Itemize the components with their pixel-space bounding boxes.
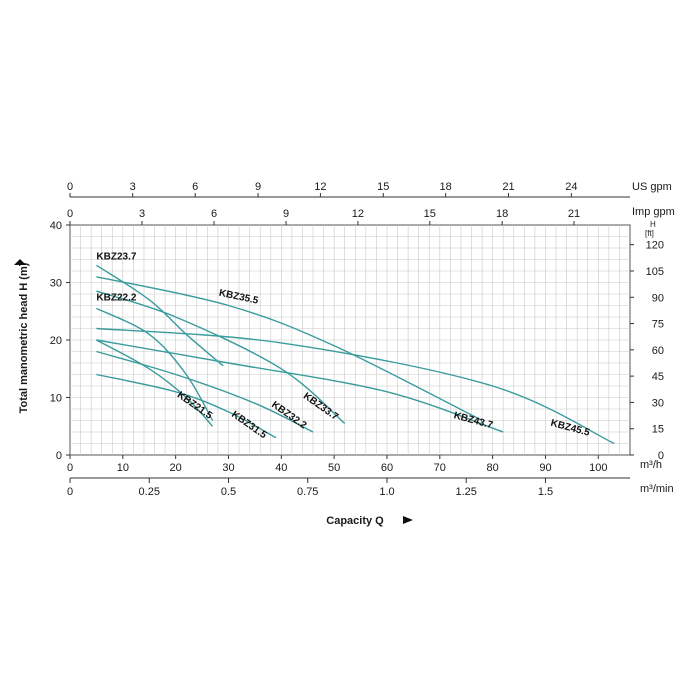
x-tick-label-usgpm: 3 [130,181,136,193]
y-tick-label-ft: 75 [652,319,664,331]
x-tick-label-m3min: 1.5 [538,486,553,498]
unit-imp-gpm: Imp gpm [632,206,675,218]
y-tick-label-m: 40 [50,220,62,232]
x-tick-label-m3min: 0.75 [297,486,318,498]
y-tick-label-ft: 15 [652,424,664,436]
y-axis-title: Total manometric head H (m) [18,262,30,413]
curve-label: KBZ22.2 [96,292,136,303]
x-tick-label-usgpm: 24 [565,181,577,193]
curve-kbz35-5 [96,276,483,422]
unit-h: H [650,220,656,229]
curve-kbz21-5 [96,339,214,427]
x-tick-label-impgpm: 15 [424,208,436,220]
curve-kbz45-5 [96,327,615,445]
y-tick-label-m: 30 [50,278,62,290]
x-tick-label-usgpm: 18 [439,181,451,193]
y-tick-label-ft: 0 [658,450,664,462]
curve-kbz23-7 [96,264,224,367]
x-tick-label-impgpm: 0 [67,208,73,220]
x-tick-label-m3h: 20 [170,462,182,474]
x-tick-label-impgpm: 3 [139,208,145,220]
x-tick-label-impgpm: 21 [568,208,580,220]
x-tick-label-usgpm: 12 [314,181,326,193]
x-tick-label-usgpm: 6 [192,181,198,193]
x-tick-label-m3h: 70 [434,462,446,474]
y-tick-label-ft: 45 [652,371,664,383]
x-tick-label-m3h: 50 [328,462,340,474]
y-tick-label-m: 10 [50,393,62,405]
y-tick-label-ft: 30 [652,397,664,409]
unit-m3h: m³/h [640,459,662,471]
curve-kbz32-2 [96,350,314,433]
unit-us-gpm: US gpm [632,181,672,193]
unit-ft: [ft] [645,229,654,238]
x-tick-label-m3h: 40 [275,462,287,474]
curve-kbz33-7 [96,290,346,424]
x-tick-label-m3min: 1.25 [456,486,477,498]
y-tick-label-m: 20 [50,335,62,347]
x-tick-label-m3min: 0 [67,486,73,498]
x-tick-label-m3h: 60 [381,462,393,474]
x-tick-label-m3h: 100 [589,462,607,474]
x-tick-label-m3h: 90 [539,462,551,474]
x-tick-label-m3min: 0.5 [221,486,236,498]
x-axis-title: Capacity Q [326,515,384,527]
x-tick-label-m3h: 0 [67,462,73,474]
unit-m3min: m³/min [640,483,674,495]
x-tick-label-m3min: 0.25 [139,486,160,498]
x-tick-label-m3h: 30 [222,462,234,474]
x-tick-label-m3min: 1.0 [379,486,394,498]
x-tick-label-impgpm: 18 [496,208,508,220]
x-tick-label-usgpm: 21 [502,181,514,193]
performance-curves [96,264,615,445]
x-tick-label-usgpm: 9 [255,181,261,193]
y-tick-label-ft: 105 [646,266,664,278]
y-tick-label-ft: 120 [646,240,664,252]
x-tick-label-usgpm: 0 [67,181,73,193]
y-tick-label-ft: 90 [652,292,664,304]
x-tick-label-impgpm: 12 [352,208,364,220]
grid [69,224,631,456]
curve-kbz43-7 [96,339,504,433]
x-tick-label-m3h: 80 [487,462,499,474]
y-tick-label-ft: 60 [652,345,664,357]
x-tick-label-impgpm: 6 [211,208,217,220]
x-tick-label-impgpm: 9 [283,208,289,220]
x-tick-label-usgpm: 15 [377,181,389,193]
curve-label: KBZ23.7 [96,251,136,262]
curve-kbz31-5 [96,373,277,439]
x-axis-arrow-icon [403,516,413,524]
y-tick-label-m: 0 [56,450,62,462]
y-axis-arrow-icon [14,259,26,265]
x-tick-label-m3h: 10 [117,462,129,474]
